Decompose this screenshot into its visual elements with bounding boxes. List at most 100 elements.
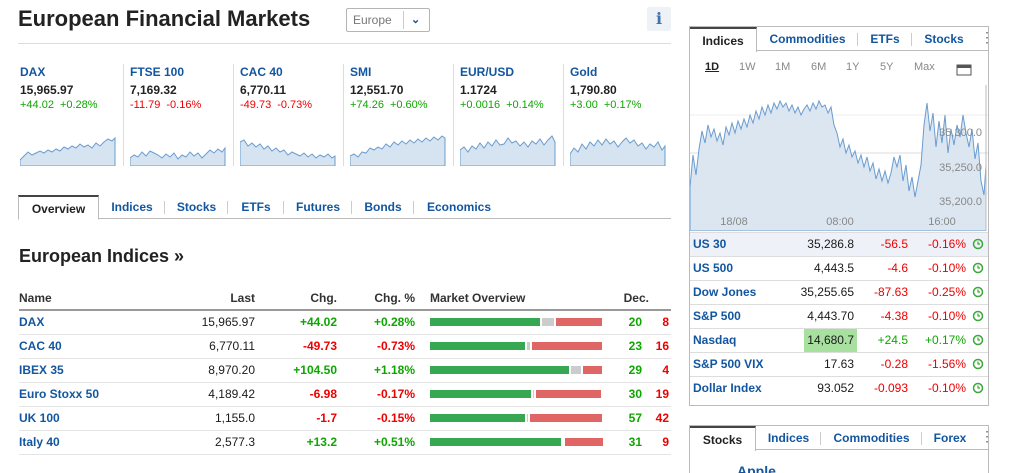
col-name[interactable]: Name (19, 291, 52, 305)
col-pct[interactable]: Chg. % (374, 291, 415, 305)
last-value: 15,965.97 (201, 315, 255, 329)
table-row[interactable]: Euro Stoxx 50 4,189.42 -6.98 -0.17% 30 19 (19, 383, 671, 407)
sparkline (460, 135, 556, 166)
more-icon[interactable]: ⋮ (980, 29, 994, 45)
quote-row[interactable]: S&P 500 VIX 17.63 -0.28 -1.56% (690, 352, 988, 376)
ticker-card[interactable]: Gold 1,790.80 +3.00 +0.17% (563, 64, 673, 170)
quote-row[interactable]: Dow Jones 35,255.65 -87.63 -0.25% (690, 280, 988, 304)
quote-last: 17.63 (823, 357, 854, 371)
ticker-name[interactable]: FTSE 100 (130, 65, 185, 79)
table-row[interactable]: DAX 15,965.97 +44.02 +0.28% 20 8 (19, 311, 671, 335)
tab-indices[interactable]: Indices (756, 426, 821, 450)
quote-row[interactable]: Dollar Index 93.052 -0.093 -0.10% (690, 376, 988, 400)
col-last[interactable]: Last (230, 291, 255, 305)
bar-advancers (430, 390, 531, 398)
quote-row[interactable]: US 500 4,443.5 -4.6 -0.10% (690, 256, 988, 280)
tab-indices[interactable]: Indices (99, 195, 165, 219)
range-1w[interactable]: 1W (739, 61, 756, 73)
quote-name[interactable]: Nasdaq (693, 333, 737, 347)
quote-row[interactable]: Nasdaq 14,680.7 +24.5 +0.17% (690, 328, 988, 352)
market-overview-bar (430, 438, 603, 446)
stocks-panel: Stocks Indices Commodities Forex ⋮ Apple (689, 425, 994, 473)
range-max[interactable]: Max (914, 61, 935, 73)
ticker-name[interactable]: SMI (350, 65, 372, 79)
quote-row[interactable]: S&P 500 4,443.70 -4.38 -0.10% (690, 304, 988, 328)
tab-divider (820, 432, 821, 445)
ticker-card[interactable]: FTSE 100 7,169.32 -11.79 -0.16% (123, 64, 233, 170)
ticker-card[interactable]: EUR/USD 1.1724 +0.0016 +0.14% (453, 64, 563, 170)
index-name[interactable]: Italy 40 (19, 435, 60, 449)
quote-last: 14,680.7 (804, 329, 857, 352)
change-pct: +0.51% (373, 435, 415, 449)
tab-overview[interactable]: Overview (18, 195, 99, 220)
bar-unchanged (533, 390, 534, 398)
table-row[interactable]: UK 100 1,155.0 -1.7 -0.15% 57 42 (19, 407, 671, 431)
index-name[interactable]: UK 100 (19, 411, 60, 425)
change-value: -1.7 (316, 411, 337, 425)
ticker-name[interactable]: Gold (570, 65, 598, 79)
y-label: 35,300.0 (939, 127, 982, 139)
quote-name[interactable]: Dollar Index (693, 381, 762, 395)
table-row[interactable]: IBEX 35 8,970.20 +104.50 +1.18% 29 4 (19, 359, 671, 383)
ticker-name[interactable]: EUR/USD (460, 65, 515, 79)
range-1y[interactable]: 1Y (846, 61, 860, 73)
index-name[interactable]: DAX (19, 315, 45, 329)
ticker-price: 1.1724 (460, 83, 497, 97)
card-divider (563, 64, 564, 166)
ticker-price: 12,551.70 (350, 83, 404, 97)
quote-last: 93.052 (817, 381, 854, 395)
section-title[interactable]: European Indices » (19, 246, 185, 266)
tab-commodities[interactable]: Commodities (821, 426, 922, 450)
fullscreen-icon[interactable] (956, 62, 972, 76)
decliners-count: 9 (662, 435, 669, 449)
table-row[interactable]: CAC 40 6,770.11 -49.73 -0.73% 23 16 (19, 335, 671, 359)
quote-name[interactable]: Dow Jones (693, 285, 757, 299)
quote-name[interactable]: US 500 (693, 261, 734, 275)
bar-advancers (430, 438, 561, 446)
col-chg[interactable]: Chg. (310, 291, 337, 305)
bar-decliners (532, 342, 602, 350)
tab-divider (857, 33, 858, 46)
tab-etfs[interactable]: ETFs (858, 27, 912, 51)
x-label: 16:00 (928, 216, 956, 228)
quote-name[interactable]: S&P 500 (693, 309, 741, 323)
ticker-card[interactable]: DAX 15,965.97 +44.02 +0.28% (18, 64, 128, 170)
range-6m[interactable]: 6M (811, 61, 827, 73)
range-5y[interactable]: 5Y (880, 61, 894, 73)
ticker-name[interactable]: CAC 40 (240, 65, 283, 79)
quote-last: 35,255.65 (800, 285, 854, 299)
index-name[interactable]: CAC 40 (19, 339, 62, 353)
tab-etfs[interactable]: ETFs (228, 195, 284, 219)
tab-indices[interactable]: Indices (690, 27, 757, 52)
change-pct: -0.73% (376, 339, 415, 353)
tab-economics[interactable]: Economics (426, 200, 492, 214)
tab-forex[interactable]: Forex (933, 431, 967, 445)
info-icon[interactable]: i (647, 7, 671, 31)
range-1d[interactable]: 1D (705, 61, 720, 73)
bar-advancers (430, 414, 525, 422)
table-row[interactable]: Italy 40 2,577.3 +13.2 +0.51% 31 9 (19, 431, 671, 455)
region-select[interactable]: Europe ⌄ (346, 8, 430, 32)
quote-name[interactable]: S&P 500 VIX (693, 357, 764, 371)
ticker-card[interactable]: CAC 40 6,770.11 -49.73 -0.73% (233, 64, 343, 170)
ticker-change: -49.73 -0.73% (240, 99, 313, 111)
tab-commodities[interactable]: Commodities (757, 27, 858, 51)
tab-stocks[interactable]: Stocks (690, 426, 756, 451)
index-name[interactable]: Euro Stoxx 50 (19, 387, 100, 401)
quote-name[interactable]: US 30 (693, 237, 727, 251)
tab-bonds[interactable]: Bonds (352, 195, 414, 219)
bar-unchanged (542, 318, 554, 326)
ticker-card[interactable]: SMI 12,551.70 +74.26 +0.60% (343, 64, 453, 170)
ticker-name[interactable]: DAX (20, 65, 46, 79)
clock-icon (972, 238, 984, 250)
tab-futures[interactable]: Futures (284, 195, 352, 219)
change-pct: -0.17% (376, 387, 415, 401)
tab-stocks[interactable]: Stocks (165, 195, 228, 219)
index-name[interactable]: IBEX 35 (19, 363, 64, 377)
quote-row[interactable]: US 30 35,286.8 -56.5 -0.16% (690, 232, 988, 256)
stock-item-name[interactable]: Apple (737, 463, 776, 473)
range-1m[interactable]: 1M (775, 61, 791, 73)
tab-stocks[interactable]: Stocks (924, 32, 964, 46)
more-icon[interactable]: ⋮ (980, 428, 994, 444)
tab-divider (283, 201, 284, 214)
